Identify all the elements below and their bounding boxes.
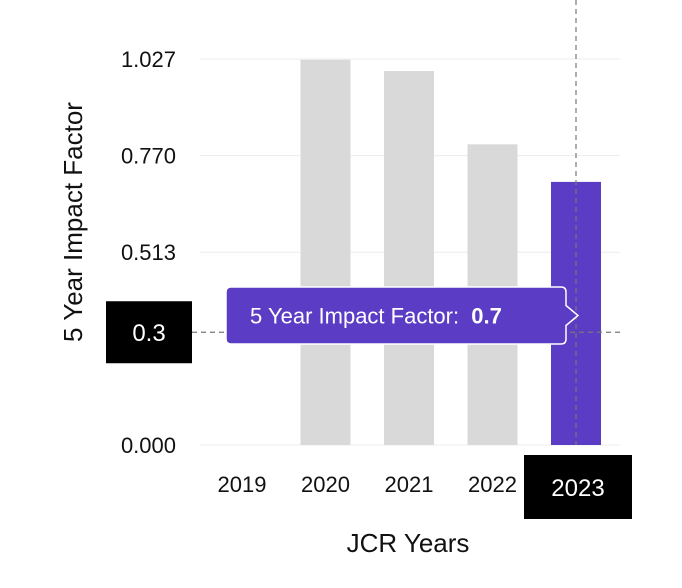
y-tick-label: 0.513 bbox=[121, 240, 176, 265]
bar-2020[interactable] bbox=[300, 59, 351, 445]
y-tick-label: 0.000 bbox=[121, 433, 176, 458]
y-axis-title: 5 Year Impact Factor bbox=[58, 102, 88, 342]
x-hover-marker: 2023 bbox=[524, 455, 632, 519]
x-axis-title: JCR Years bbox=[347, 528, 470, 558]
x-hover-marker-box bbox=[524, 455, 632, 519]
x-tick-label: 2022 bbox=[468, 472, 517, 497]
y-hover-marker-box bbox=[106, 301, 192, 364]
y-axis-ticks: 0.000 0.513 0.770 1.027 bbox=[121, 47, 176, 458]
x-tick-label: 2019 bbox=[218, 472, 267, 497]
y-hover-marker-label: 0.3 bbox=[132, 320, 165, 347]
tooltip-value: 0.7 bbox=[471, 304, 502, 329]
tooltip-background bbox=[225, 286, 580, 345]
y-tick-label: 1.027 bbox=[121, 47, 176, 72]
y-tick-label: 0.770 bbox=[121, 144, 176, 169]
x-hover-marker-label: 2023 bbox=[551, 475, 604, 502]
x-tick-label: 2021 bbox=[385, 472, 434, 497]
tooltip: 5 Year Impact Factor: 0.7 bbox=[225, 286, 580, 345]
tooltip-text: 5 Year Impact Factor: 0.7 bbox=[250, 304, 502, 329]
y-hover-marker: 0.3 bbox=[106, 301, 192, 364]
tooltip-label: 5 Year Impact Factor: bbox=[250, 304, 459, 329]
x-tick-label: 2020 bbox=[301, 472, 350, 497]
bar-2021[interactable] bbox=[384, 71, 434, 445]
